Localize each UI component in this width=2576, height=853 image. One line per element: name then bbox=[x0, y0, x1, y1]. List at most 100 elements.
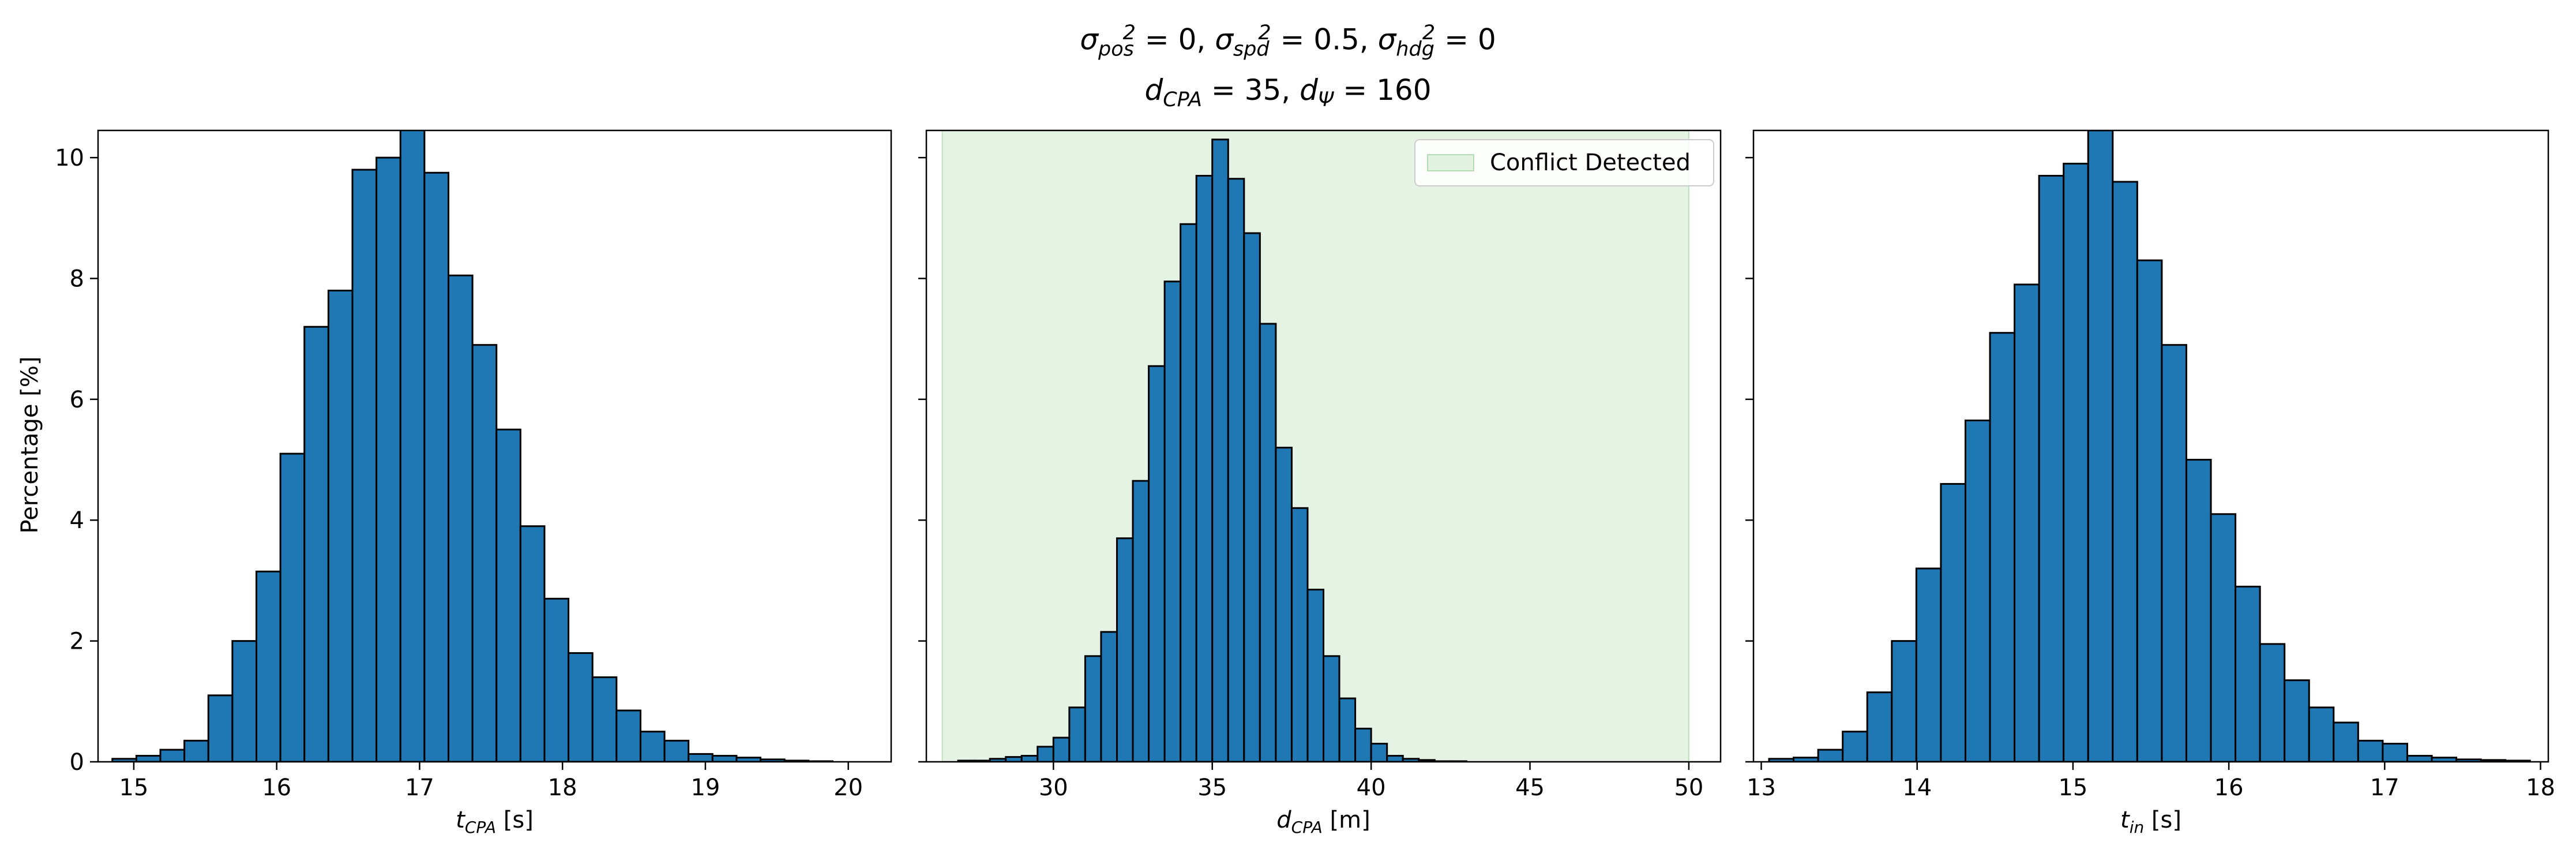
histogram-bar bbox=[1338, 697, 1357, 762]
bars bbox=[1768, 130, 2531, 762]
histogram-bar bbox=[1842, 731, 1868, 762]
histogram-bar bbox=[2259, 643, 2286, 762]
histogram-bar bbox=[1211, 139, 1229, 762]
histogram-bar bbox=[447, 274, 474, 762]
histogram-bar bbox=[159, 749, 186, 762]
histogram-bar bbox=[1354, 727, 1372, 762]
x-tick-label: 15 bbox=[119, 775, 148, 801]
y-tick-label: 6 bbox=[70, 387, 84, 413]
histogram-bar bbox=[2382, 743, 2408, 762]
histogram-bar bbox=[279, 452, 306, 762]
histogram-bar bbox=[1084, 655, 1102, 762]
legend-label: Conflict Detected bbox=[1490, 149, 1691, 176]
histogram-bar bbox=[568, 652, 594, 762]
histogram-bar bbox=[135, 755, 162, 762]
histogram-bar bbox=[1037, 746, 1054, 762]
histogram-bar bbox=[495, 428, 521, 762]
histogram-bar bbox=[1915, 567, 1942, 762]
histogram-bar bbox=[543, 597, 570, 762]
bars bbox=[957, 139, 1467, 762]
histogram-bar bbox=[711, 755, 738, 762]
histogram-bar bbox=[423, 171, 449, 762]
histogram-bar bbox=[1195, 175, 1214, 762]
x-tick-label: 19 bbox=[690, 775, 720, 801]
histogram-bar bbox=[399, 130, 426, 762]
title-line-1: σpos2 = 0, σspd2 = 0.5, σhdg2 = 0 bbox=[1080, 21, 1496, 61]
histogram-bar bbox=[231, 640, 258, 762]
y-tick-label: 2 bbox=[70, 628, 84, 655]
histogram-bar bbox=[1290, 507, 1309, 762]
histogram-bar bbox=[1891, 640, 1917, 762]
histogram-bar bbox=[2063, 163, 2089, 762]
histogram-bar bbox=[1866, 691, 1893, 762]
histogram-bar bbox=[1817, 749, 1844, 762]
histogram-bar bbox=[375, 156, 401, 762]
legend-swatch bbox=[1427, 154, 1474, 171]
histogram-bar bbox=[1243, 232, 1261, 762]
bars bbox=[111, 130, 833, 762]
x-tick-label: 45 bbox=[1515, 775, 1545, 801]
histogram-bar bbox=[1163, 280, 1182, 762]
histogram-bar bbox=[1964, 420, 1991, 762]
histogram-bar bbox=[256, 570, 281, 762]
histogram-bar bbox=[2136, 259, 2163, 762]
histogram-bar bbox=[2357, 739, 2384, 762]
x-tick-label: 35 bbox=[1197, 775, 1227, 801]
x-tick-label: 20 bbox=[833, 775, 863, 801]
histogram-bar bbox=[183, 739, 209, 762]
panel-2: 30 35 40 45 50 Conflict Detected bbox=[918, 129, 1722, 801]
histogram-bar bbox=[2308, 706, 2335, 762]
legend-box bbox=[1414, 139, 1714, 186]
x-tick-label: 18 bbox=[2526, 775, 2555, 801]
x-axis-label: dCPA [m] bbox=[1276, 807, 1370, 837]
x-tick-label: 14 bbox=[1902, 775, 1932, 801]
y-tick-label: 10 bbox=[55, 145, 84, 171]
histogram-bar bbox=[519, 525, 546, 762]
histogram-bar bbox=[1100, 631, 1118, 762]
y-tick-label: 8 bbox=[70, 265, 84, 292]
histogram-bar bbox=[1306, 589, 1324, 762]
legend: Conflict Detected bbox=[1414, 139, 1714, 186]
histogram-bar bbox=[688, 753, 714, 762]
histogram-bar bbox=[2161, 344, 2187, 762]
x-tick-label: 16 bbox=[2214, 775, 2244, 801]
histogram-bar bbox=[2333, 721, 2359, 762]
axes-frame bbox=[1752, 129, 2549, 763]
histogram-bar bbox=[2014, 283, 2040, 762]
panel-1: 15 16 17 18 19 20 0 2 4 6 8 10 bbox=[55, 129, 892, 801]
x-tick-label: 16 bbox=[262, 775, 291, 801]
histogram-bar bbox=[2235, 585, 2261, 762]
x-axis-label: tin [s] bbox=[2120, 807, 2181, 837]
histogram-bar bbox=[2087, 130, 2114, 762]
histogram-bar bbox=[2284, 679, 2310, 762]
x-tick-label: 17 bbox=[2370, 775, 2399, 801]
histogram-bar bbox=[591, 676, 618, 762]
histogram-bar bbox=[615, 709, 641, 762]
y-tick-label: 0 bbox=[70, 749, 84, 776]
histogram-bar bbox=[1132, 480, 1150, 762]
histogram-bar bbox=[1940, 482, 1966, 762]
histogram-bar bbox=[1989, 332, 2016, 762]
histogram-bar bbox=[1180, 223, 1197, 762]
histogram-bar bbox=[2406, 755, 2433, 762]
y-tick-label: 4 bbox=[70, 507, 84, 534]
chart-title: σpos2 = 0, σspd2 = 0.5, σhdg2 = 0 dCPA =… bbox=[0, 13, 2576, 120]
histogram-bar bbox=[1275, 447, 1293, 762]
histogram-bar bbox=[1148, 365, 1166, 762]
histogram-bar bbox=[471, 344, 498, 762]
histogram-bar bbox=[1052, 736, 1071, 762]
x-tick-label: 30 bbox=[1039, 775, 1068, 801]
histogram-bar bbox=[1068, 706, 1086, 762]
histogram-bar bbox=[1116, 537, 1134, 762]
x-tick-label: 17 bbox=[405, 775, 434, 801]
y-axis-label: Percentage [%] bbox=[17, 356, 43, 534]
histogram-bar bbox=[1370, 743, 1388, 762]
histogram-bar bbox=[2038, 175, 2065, 762]
histogram-bar bbox=[1386, 755, 1404, 762]
histogram-bar bbox=[2185, 459, 2212, 762]
histogram-bar bbox=[1259, 323, 1277, 762]
x-tick-label: 50 bbox=[1674, 775, 1703, 801]
histogram-bar bbox=[2112, 181, 2138, 762]
x-tick-label: 18 bbox=[548, 775, 577, 801]
